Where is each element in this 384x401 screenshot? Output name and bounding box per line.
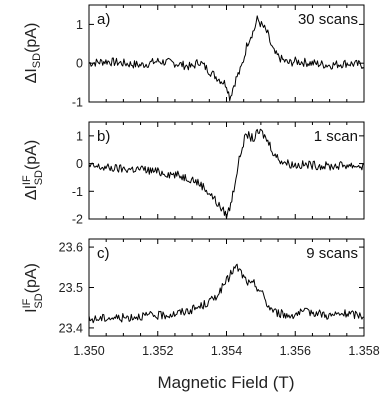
panel-a-y-tick-label: -1 [72, 96, 83, 110]
panel-a-trace [88, 15, 365, 102]
x-axis-label: Magnetic Field (T) [158, 373, 295, 392]
panel-c: 23.4 23.5 23.6 c) 9 scans IIFSD(pA) [21, 238, 365, 337]
panel-c-y-tick-label: 23.6 [59, 241, 83, 255]
panel-c-x-ticks [88, 239, 365, 336]
panel-c-ylabel-unit: (pA) [23, 263, 40, 293]
panel-b-y-tick-label: -1 [72, 185, 83, 199]
panel-c-ylabel-sup: IF [21, 298, 33, 308]
panel-b-y-tick-label: 1 [76, 129, 83, 143]
panel-c-trace [88, 263, 365, 324]
panel-a-scan-count: 30 scans [298, 11, 358, 28]
panel-b-y-axis-label: ΔIIFSD(pA) [21, 140, 45, 200]
panel-c-ylabel-sub: SD [33, 293, 45, 308]
panel-a: -1 0 1 a) 30 scans ΔISD(pA) [23, 4, 365, 110]
panel-c-y-tick-label: 23.5 [59, 281, 83, 295]
panel-b-ylabel-sup: IF [21, 175, 33, 185]
panel-b-scan-count: 1 scan [314, 128, 358, 145]
panel-c-y-axis-label: IIFSD(pA) [21, 263, 45, 313]
x-tick-label: 1.350 [73, 344, 104, 358]
panel-c-ylabel-main: I [23, 308, 40, 312]
panel-c-y-ticks: 23.4 23.5 23.6 [59, 241, 364, 335]
x-tick-label: 1.354 [211, 344, 242, 358]
panel-b: -2 -1 0 1 b) 1 scan ΔIIFSD(pA) [21, 121, 365, 227]
x-tick-label: 1.358 [348, 344, 379, 358]
panel-b-y-tick-label: 0 [76, 157, 83, 171]
panel-a-ylabel-unit: (pA) [23, 23, 40, 53]
panel-a-label: a) [97, 11, 110, 28]
panel-c-scan-count: 9 scans [306, 245, 358, 262]
panel-b-y-ticks: -2 -1 0 1 [72, 129, 364, 227]
panel-a-ylabel-main: ΔI [23, 68, 40, 83]
panel-b-ylabel-main: ΔI [23, 185, 40, 200]
panel-a-x-ticks [88, 5, 365, 102]
panel-b-trace [88, 128, 365, 219]
panel-a-y-tick-label: 0 [76, 57, 83, 71]
panel-a-ylabel-sub: SD [31, 53, 43, 68]
panel-a-y-axis-label: ΔISD(pA) [23, 23, 43, 84]
panel-c-y-tick-label: 23.4 [59, 321, 83, 335]
x-tick-labels: 1.350 1.352 1.354 1.356 1.358 [73, 344, 379, 358]
x-tick-label: 1.352 [142, 344, 173, 358]
panel-b-label: b) [97, 128, 110, 145]
x-tick-label: 1.356 [280, 344, 311, 358]
panel-a-y-ticks: -1 0 1 [72, 18, 364, 110]
panel-c-label: c) [97, 245, 110, 262]
panel-b-ylabel-unit: (pA) [23, 140, 40, 170]
panel-b-ylabel-sub: SD [33, 170, 45, 185]
panel-b-y-tick-label: -2 [72, 213, 83, 227]
panel-a-y-tick-label: 1 [76, 18, 83, 32]
